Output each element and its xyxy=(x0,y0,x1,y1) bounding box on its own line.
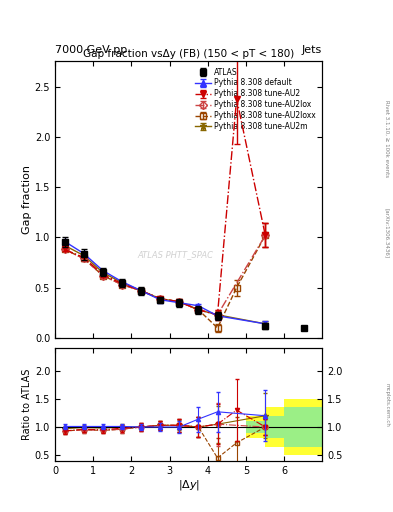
Text: ATLAS PHTT_SPAC: ATLAS PHTT_SPAC xyxy=(137,250,213,260)
Text: 7000 GeV pp: 7000 GeV pp xyxy=(55,45,127,55)
Text: mcplots.cern.ch: mcplots.cern.ch xyxy=(385,382,389,426)
Text: Rivet 3.1.10, ≥ 100k events: Rivet 3.1.10, ≥ 100k events xyxy=(385,100,389,178)
Y-axis label: Ratio to ATLAS: Ratio to ATLAS xyxy=(22,369,32,440)
Y-axis label: Gap fraction: Gap fraction xyxy=(22,165,32,234)
Text: Jets: Jets xyxy=(302,45,322,55)
Legend: ATLAS, Pythia 8.308 default, Pythia 8.308 tune-AU2, Pythia 8.308 tune-AU2lox, Py: ATLAS, Pythia 8.308 default, Pythia 8.30… xyxy=(192,65,318,134)
X-axis label: $|\Delta y|$: $|\Delta y|$ xyxy=(178,478,200,493)
Title: Gap fraction vsΔy (FB) (150 < pT < 180): Gap fraction vsΔy (FB) (150 < pT < 180) xyxy=(83,49,294,59)
Text: [arXiv:1306.3436]: [arXiv:1306.3436] xyxy=(385,208,389,258)
